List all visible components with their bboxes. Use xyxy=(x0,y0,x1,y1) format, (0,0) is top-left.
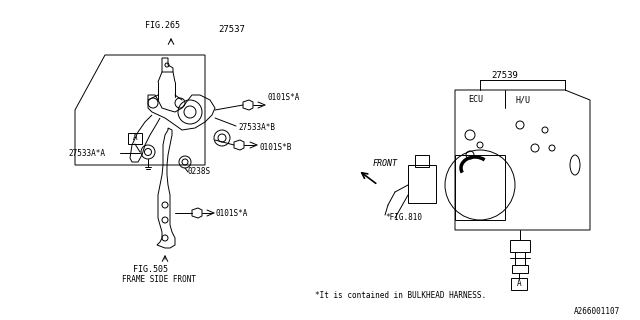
Text: 0101S*A: 0101S*A xyxy=(215,209,248,218)
Text: 27537: 27537 xyxy=(218,26,245,35)
Text: 27533A*B: 27533A*B xyxy=(238,124,275,132)
Text: 0238S: 0238S xyxy=(188,167,211,177)
Bar xyxy=(415,155,429,167)
Text: 0101S*B: 0101S*B xyxy=(260,143,292,153)
Bar xyxy=(408,165,436,203)
Text: A: A xyxy=(132,133,138,142)
Text: H/U: H/U xyxy=(515,95,530,105)
Text: ECU: ECU xyxy=(468,95,483,105)
Bar xyxy=(510,240,530,252)
Text: FRONT: FRONT xyxy=(373,158,398,167)
Bar xyxy=(455,155,505,220)
Bar xyxy=(128,133,142,144)
Bar xyxy=(512,265,528,273)
Text: *FIG.810: *FIG.810 xyxy=(385,213,422,222)
Text: FIG.265: FIG.265 xyxy=(145,21,180,30)
Text: A266001107: A266001107 xyxy=(573,308,620,316)
Text: FIG.505: FIG.505 xyxy=(132,266,168,275)
Bar xyxy=(511,278,527,290)
Text: A: A xyxy=(516,279,522,289)
Text: 27533A*A: 27533A*A xyxy=(68,148,105,157)
Text: FRAME SIDE FRONT: FRAME SIDE FRONT xyxy=(122,276,196,284)
Text: *It is contained in BULKHEAD HARNESS.: *It is contained in BULKHEAD HARNESS. xyxy=(315,291,486,300)
Text: 0101S*A: 0101S*A xyxy=(267,93,300,102)
Text: 27539: 27539 xyxy=(492,70,518,79)
